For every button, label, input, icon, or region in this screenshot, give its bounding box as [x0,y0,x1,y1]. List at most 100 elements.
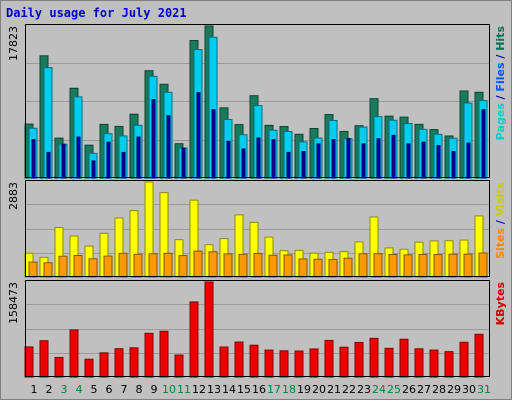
bar-pages-day-12 [196,92,201,179]
bar-pages-day-28 [436,145,441,179]
bar-kbytes-day-27 [414,348,424,378]
bar-pages-day-19 [301,151,306,179]
bar-sites-day-10 [163,252,173,278]
legend-visits-segment: / [494,216,507,228]
bar-sites-day-31 [478,252,488,278]
bar-kbytes-day-18 [279,350,289,378]
bar-pages-day-1 [31,139,36,179]
panel-hits-ymax-label: 17823 [7,26,20,61]
chart-title: Daily usage for July 2021 [6,6,187,20]
bar-sites-day-23 [358,253,368,278]
bar-sites-day-28 [433,254,443,278]
x-tick-label-day-20: 20 [312,383,326,396]
bar-kbytes-day-7 [114,348,124,378]
x-tick-label-day-6: 6 [106,383,113,396]
x-tick-label-day-18: 18 [282,383,296,396]
bar-kbytes-day-16 [249,344,259,378]
legend-visits-segment: Visits [494,182,507,217]
bar-pages-day-15 [241,148,246,179]
bar-pages-day-16 [256,137,261,179]
bar-kbytes-day-24 [369,337,379,378]
bar-sites-day-7 [118,252,128,278]
bar-sites-day-25 [388,253,398,278]
bar-sites-day-2 [43,262,53,278]
x-tick-label-day-27: 27 [417,383,431,396]
bar-kbytes-day-1 [24,346,34,378]
legend-kbytes-segment: KBytes [494,282,507,326]
bar-sites-day-8 [133,253,143,278]
bar-kbytes-day-15 [234,341,244,378]
bar-kbytes-day-20 [309,348,319,378]
x-tick-label-day-15: 15 [237,383,251,396]
bar-pages-day-7 [121,151,126,179]
bar-sites-day-3 [58,255,68,278]
x-tick-label-day-25: 25 [387,383,401,396]
bar-sites-day-17 [268,254,278,278]
bar-sites-day-27 [418,253,428,278]
x-tick-label-day-8: 8 [136,383,143,396]
panel-hits-legend-label: Pages / Files / Hits [494,26,507,141]
bar-pages-day-22 [346,138,351,179]
x-tick-label-day-4: 4 [76,383,83,396]
legend-visits-segment: Sites [494,227,507,258]
bar-kbytes-day-19 [294,350,304,378]
bar-kbytes-day-4 [69,329,79,378]
x-tick-label-day-21: 21 [327,383,341,396]
bar-sites-day-16 [253,253,263,278]
panel-hits-border [25,24,490,178]
bar-pages-day-26 [406,143,411,179]
bar-pages-day-23 [361,143,366,179]
bar-sites-day-20 [313,258,323,278]
bar-kbytes-day-10 [159,330,169,378]
legend-hits-segment: Pages [494,103,507,141]
bar-sites-day-29 [448,253,458,278]
x-tick-label-day-24: 24 [372,383,386,396]
x-tick-label-day-28: 28 [432,383,446,396]
bar-pages-day-5 [91,160,96,179]
bar-sites-day-15 [238,253,248,278]
panel-kbytes-legend-label: KBytes [494,282,507,326]
x-tick-label-day-5: 5 [91,383,98,396]
bar-sites-day-22 [343,257,353,278]
bar-kbytes-day-28 [429,349,439,378]
bar-sites-day-12 [193,250,203,278]
bar-kbytes-day-29 [444,351,454,378]
bar-pages-day-10 [166,115,171,179]
bar-kbytes-day-13 [204,281,214,378]
x-tick-label-day-17: 17 [267,383,281,396]
bar-kbytes-day-5 [84,358,94,378]
panel-kbytes-border [25,280,490,377]
bar-pages-day-20 [316,143,321,179]
bar-kbytes-day-11 [174,354,184,378]
bar-sites-day-19 [298,258,308,278]
bar-pages-day-21 [331,139,336,179]
x-tick-label-day-1: 1 [31,383,38,396]
bar-pages-day-9 [151,99,156,179]
bar-sites-day-9 [148,253,158,278]
x-tick-label-day-13: 13 [207,383,221,396]
x-tick-label-day-7: 7 [121,383,128,396]
x-tick-label-day-31: 31 [477,383,491,396]
bar-sites-day-11 [178,255,188,278]
bar-pages-day-14 [226,140,231,179]
legend-hits-segment: / [494,92,507,104]
bar-kbytes-day-9 [144,332,154,378]
bar-sites-day-5 [88,258,98,278]
bar-kbytes-day-22 [339,346,349,378]
x-tick-label-day-12: 12 [192,383,206,396]
bar-sites-day-18 [283,254,293,278]
panel-visits-legend-label: Sites / Visits [494,182,507,259]
bar-kbytes-day-25 [384,347,394,378]
bar-pages-day-27 [421,141,426,179]
x-tick-label-day-3: 3 [61,383,68,396]
legend-hits-segment: Hits [494,26,507,51]
x-tick-label-day-9: 9 [151,383,158,396]
bar-pages-day-29 [451,151,456,179]
bar-kbytes-day-23 [354,341,364,378]
bar-sites-day-13 [208,251,218,278]
bar-sites-day-24 [373,253,383,278]
x-tick-label-day-23: 23 [357,383,371,396]
x-tick-label-day-11: 11 [177,383,191,396]
bar-sites-day-21 [328,259,338,278]
x-tick-label-day-26: 26 [402,383,416,396]
